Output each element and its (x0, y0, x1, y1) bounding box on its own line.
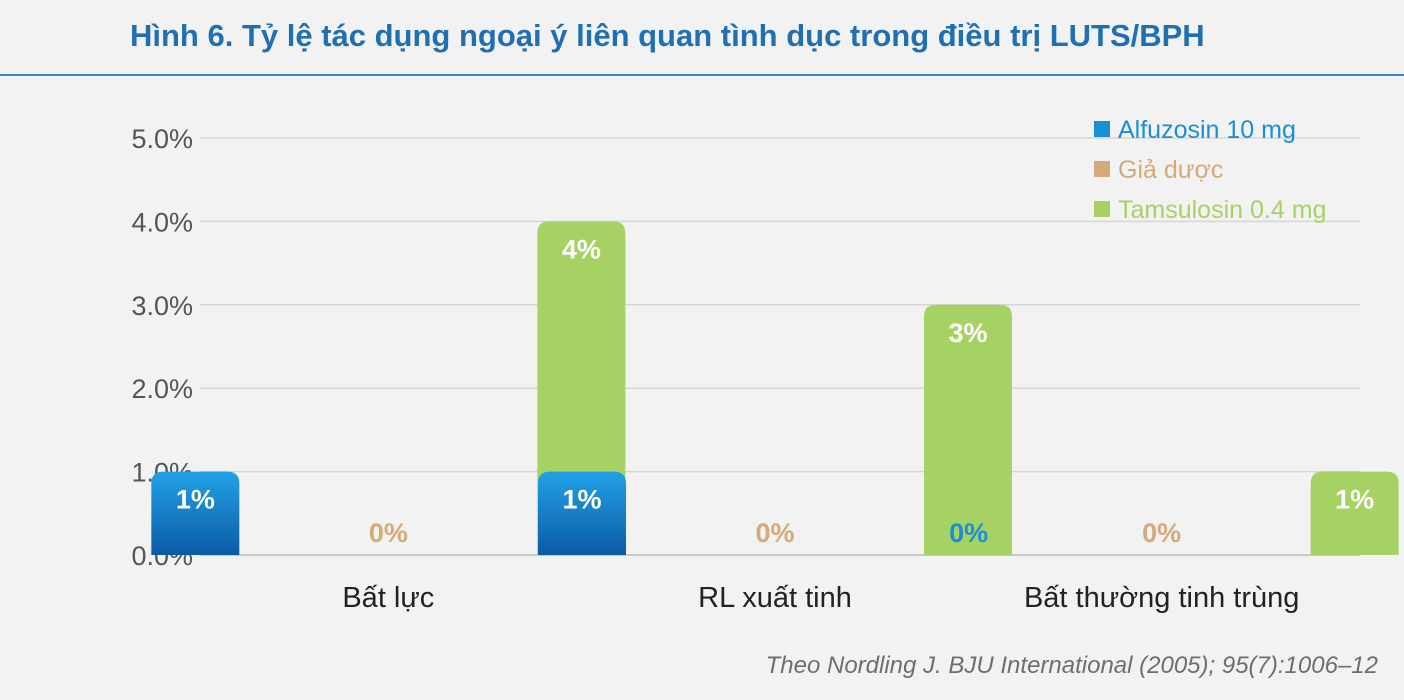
legend-label: Giả dược (1118, 156, 1223, 184)
data-label: 1% (562, 485, 601, 515)
y-tick-label: 5.0% (131, 124, 193, 154)
data-label: 1% (1335, 485, 1374, 515)
data-label: 0% (369, 518, 408, 548)
data-label: 0% (755, 518, 794, 548)
bar (151, 471, 240, 555)
x-tick-label: RL xuất tinh (698, 582, 852, 614)
bar (538, 471, 626, 555)
title-divider (0, 74, 1404, 76)
legend: Alfuzosin 10 mg Giả dược Tamsulosin 0.4 mg (1094, 116, 1326, 224)
legend-swatch (1094, 121, 1110, 137)
gridlines (200, 137, 1360, 556)
data-label: 3% (948, 318, 987, 348)
x-tick-label: Bất thường tinh trùng (1024, 582, 1299, 614)
data-label: 0% (949, 518, 988, 548)
legend-swatch (1094, 161, 1110, 177)
source-citation: Theo Nordling J. BJU International (2005… (765, 652, 1378, 679)
bar (924, 304, 1012, 555)
x-tick-label: Bất lực (342, 582, 434, 614)
legend-swatch (1094, 201, 1110, 217)
data-label: 0% (1142, 518, 1181, 548)
y-tick-label: 4.0% (131, 207, 193, 237)
bar (1310, 471, 1399, 555)
legend-label: Alfuzosin 10 mg (1118, 116, 1296, 144)
bar-chart: 0.0%1.0%2.0%3.0%4.0%5.0% 1%0%4%1%0%3%0%0… (131, 116, 1399, 614)
figure-title: Hình 6. Tỷ lệ tác dụng ngoại ý liên quan… (130, 18, 1205, 53)
y-tick-label: 3.0% (131, 291, 193, 321)
y-tick-label: 2.0% (131, 374, 193, 404)
data-label: 1% (176, 485, 215, 515)
x-axis: Bất lực RL xuất tinh Bất thường tinh trùng (342, 582, 1299, 614)
bars: 1% 0% 4% 1% 0% 3% 0% 0% 1% (151, 221, 1399, 555)
data-label: 4% (562, 234, 601, 264)
legend-label: Tamsulosin 0.4 mg (1118, 196, 1326, 224)
